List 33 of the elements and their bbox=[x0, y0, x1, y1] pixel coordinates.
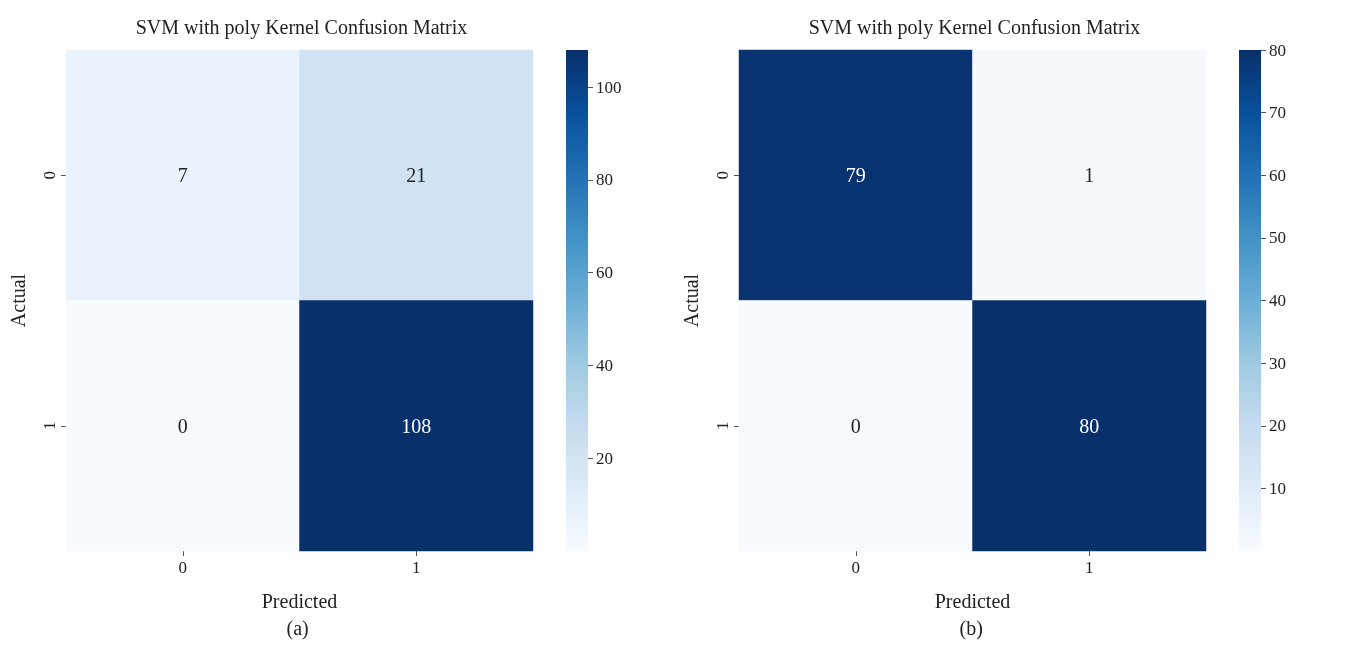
x-axis-title: Predicted bbox=[934, 590, 1011, 612]
data-label: 7 bbox=[177, 164, 188, 187]
color-bar-label: 70 bbox=[1269, 103, 1286, 123]
data-label: 80 bbox=[1079, 414, 1100, 437]
x-tick-label: 0 bbox=[178, 558, 187, 577]
text: (b) bbox=[959, 617, 983, 640]
x-tick-label: 1 bbox=[412, 558, 421, 577]
data-label: 1 bbox=[1084, 164, 1095, 187]
color-bar-label: 60 bbox=[1269, 165, 1286, 185]
color-bar-label: 80 bbox=[1269, 40, 1286, 60]
color-bar-label: 10 bbox=[1269, 478, 1286, 498]
data-label: 108 bbox=[401, 414, 432, 437]
color-bar-label: 30 bbox=[1269, 353, 1286, 373]
y-axis-title: Actual bbox=[680, 273, 702, 328]
color-bar-label: 100 bbox=[596, 77, 622, 97]
x-axis-title: Predicted bbox=[261, 590, 338, 612]
color-bar-label: 20 bbox=[1269, 416, 1286, 436]
color-bar-label: 20 bbox=[596, 448, 613, 468]
chart-title: SVM with poly Kernel Confusion Matrix bbox=[808, 16, 1141, 39]
color-bar-label: 40 bbox=[1269, 291, 1286, 310]
y-axis-title: Actual bbox=[7, 273, 29, 328]
color-bar-label: 50 bbox=[1269, 228, 1286, 248]
data-label: 79 bbox=[845, 164, 866, 187]
x-tick-label: 0 bbox=[851, 558, 860, 577]
color-bar-label: 60 bbox=[596, 263, 613, 283]
chart-title: SVM with poly Kernel Confusion Matrix bbox=[135, 16, 468, 39]
color-bar-label: 80 bbox=[596, 170, 613, 190]
color-bar-label: 40 bbox=[596, 355, 613, 375]
data-label: 0 bbox=[850, 414, 861, 437]
x-tick-label: 1 bbox=[1085, 558, 1094, 577]
data-label: 21 bbox=[406, 164, 427, 187]
data-label: 0 bbox=[177, 414, 188, 437]
text: (a) bbox=[286, 617, 309, 640]
